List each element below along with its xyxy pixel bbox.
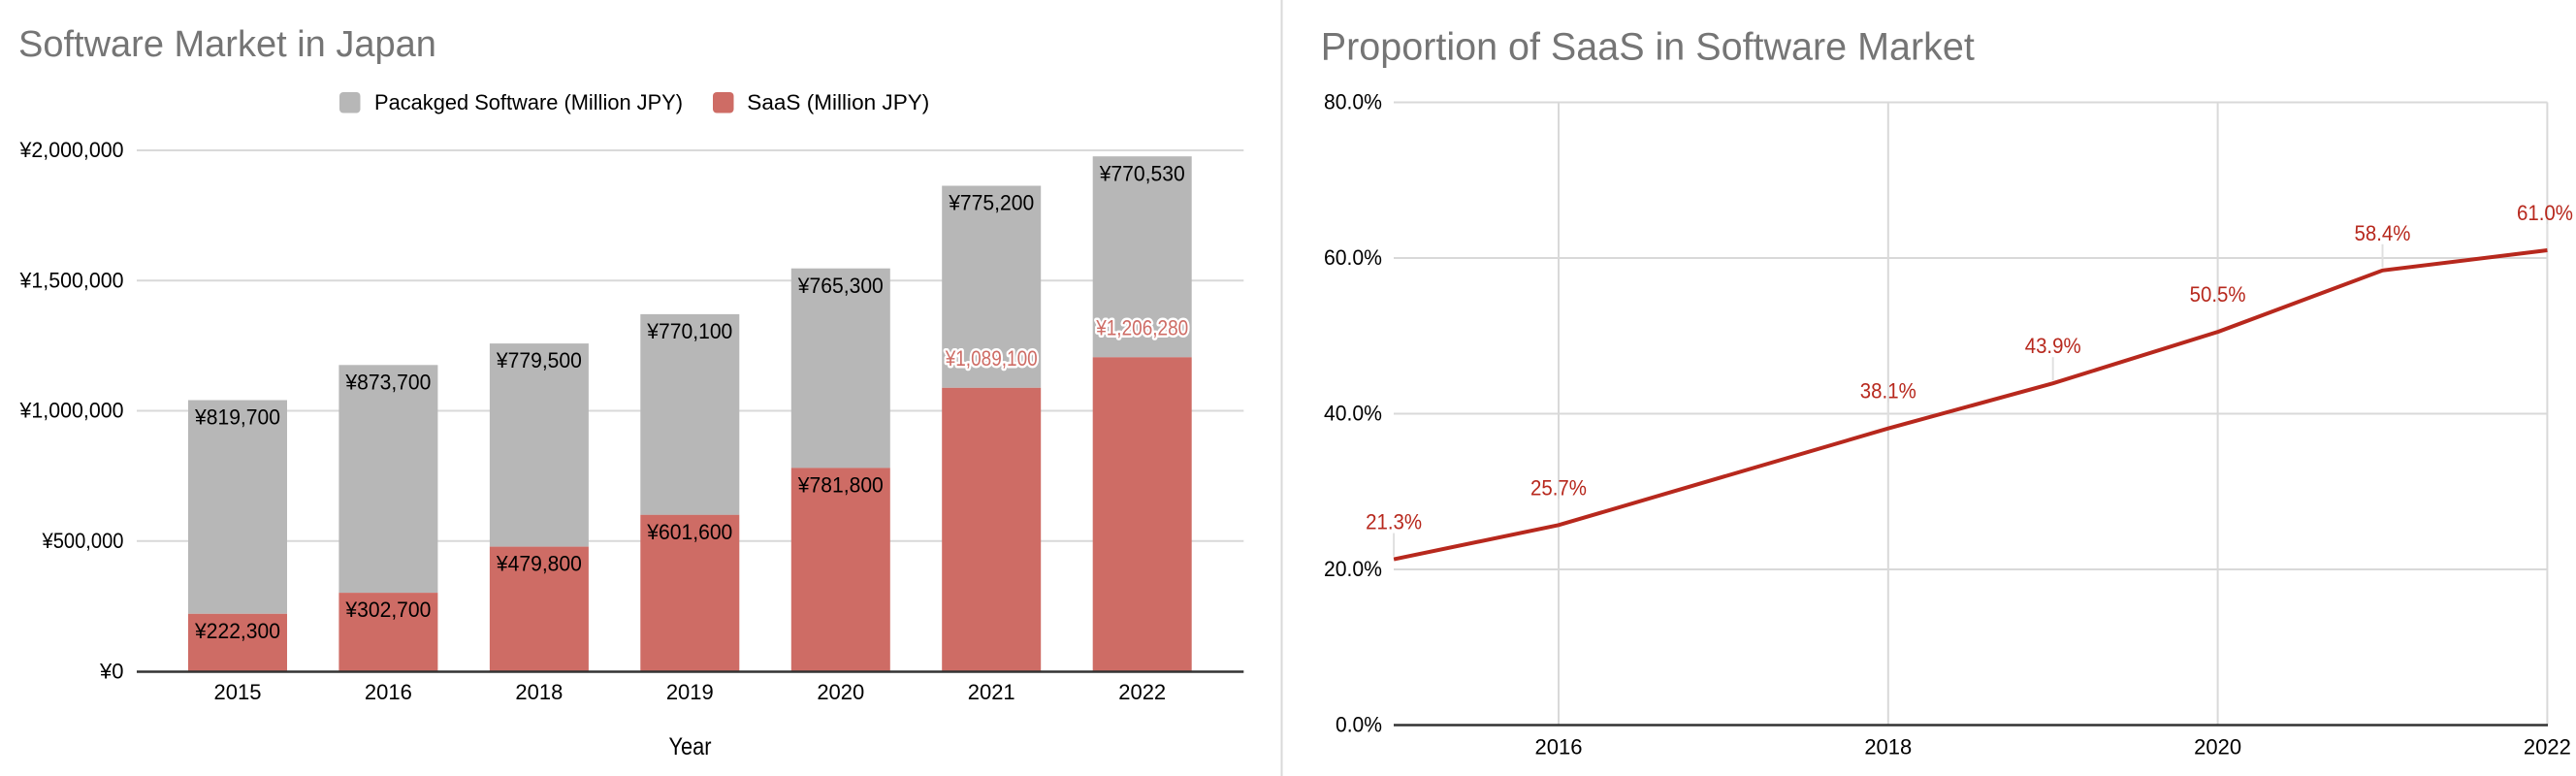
svg-text:¥781,800: ¥781,800 bbox=[797, 473, 884, 498]
svg-text:Proportion of SaaS in Software: Proportion of SaaS in Software Market bbox=[1321, 26, 1975, 69]
svg-text:¥770,530: ¥770,530 bbox=[1099, 161, 1185, 185]
svg-text:¥2,000,000: ¥2,000,000 bbox=[19, 138, 124, 162]
svg-text:Software Market in Japan: Software Market in Japan bbox=[18, 24, 436, 65]
svg-text:60.0%: 60.0% bbox=[1324, 245, 1382, 270]
svg-text:58.4%: 58.4% bbox=[2355, 221, 2411, 245]
svg-text:¥0: ¥0 bbox=[99, 660, 123, 684]
svg-text:¥873,700: ¥873,700 bbox=[344, 370, 431, 394]
svg-text:2022: 2022 bbox=[2524, 735, 2571, 760]
svg-text:SaaS (Million JPY): SaaS (Million JPY) bbox=[747, 90, 929, 114]
svg-text:¥222,300: ¥222,300 bbox=[194, 619, 280, 643]
svg-text:¥779,500: ¥779,500 bbox=[496, 348, 582, 372]
svg-text:Year: Year bbox=[669, 733, 712, 760]
svg-text:¥601,600: ¥601,600 bbox=[646, 520, 732, 544]
svg-text:25.7%: 25.7% bbox=[1530, 475, 1587, 500]
svg-text:2016: 2016 bbox=[1535, 735, 1583, 760]
svg-text:2020: 2020 bbox=[2194, 735, 2241, 760]
svg-text:¥819,700: ¥819,700 bbox=[194, 405, 280, 430]
svg-text:2021: 2021 bbox=[968, 680, 1015, 704]
svg-text:¥770,100: ¥770,100 bbox=[646, 319, 732, 343]
svg-text:¥1,206,280: ¥1,206,280 bbox=[1095, 315, 1188, 340]
svg-text:2016: 2016 bbox=[365, 680, 412, 704]
svg-text:40.0%: 40.0% bbox=[1324, 402, 1382, 426]
svg-text:2020: 2020 bbox=[817, 680, 864, 704]
svg-text:¥500,000: ¥500,000 bbox=[42, 529, 124, 553]
svg-text:2022: 2022 bbox=[1118, 680, 1166, 704]
svg-text:¥1,089,100: ¥1,089,100 bbox=[945, 346, 1038, 371]
svg-text:80.0%: 80.0% bbox=[1324, 90, 1382, 114]
svg-text:¥479,800: ¥479,800 bbox=[496, 552, 582, 576]
svg-text:38.1%: 38.1% bbox=[1860, 379, 1916, 404]
svg-text:¥1,000,000: ¥1,000,000 bbox=[19, 399, 124, 423]
svg-text:Pacakged Software (Million JPY: Pacakged Software (Million JPY) bbox=[374, 90, 683, 114]
svg-text:2015: 2015 bbox=[214, 680, 262, 704]
svg-text:0.0%: 0.0% bbox=[1336, 713, 1382, 737]
svg-text:¥1,500,000: ¥1,500,000 bbox=[19, 268, 124, 292]
svg-text:61.0%: 61.0% bbox=[2517, 201, 2573, 225]
svg-text:21.3%: 21.3% bbox=[1366, 510, 1422, 534]
svg-text:20.0%: 20.0% bbox=[1324, 557, 1382, 581]
svg-text:43.9%: 43.9% bbox=[2025, 334, 2081, 358]
svg-text:2018: 2018 bbox=[1864, 735, 1912, 760]
svg-text:2019: 2019 bbox=[666, 680, 714, 704]
svg-text:50.5%: 50.5% bbox=[2190, 282, 2246, 307]
svg-text:2018: 2018 bbox=[515, 680, 563, 704]
svg-text:¥302,700: ¥302,700 bbox=[344, 598, 431, 622]
svg-text:¥775,200: ¥775,200 bbox=[948, 191, 1034, 215]
svg-text:¥765,300: ¥765,300 bbox=[797, 274, 884, 298]
